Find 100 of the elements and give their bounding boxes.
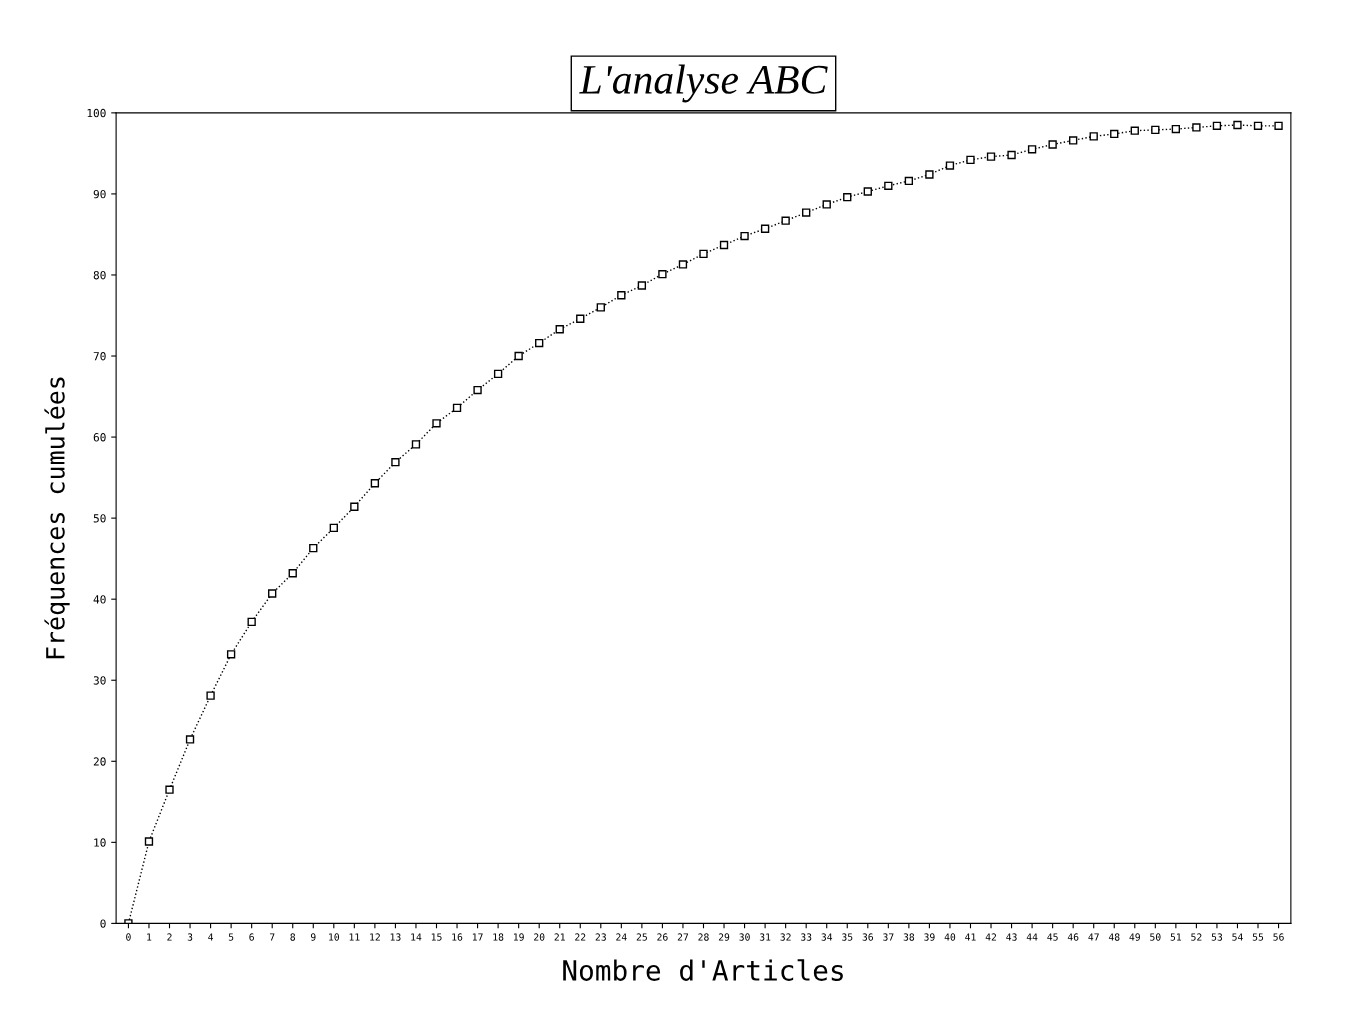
- y-tick-label: 90: [93, 189, 106, 199]
- x-tick-label: 5: [228, 933, 234, 941]
- point: [596, 303, 605, 312]
- y-tick-label: 60: [93, 433, 106, 442]
- point: [247, 617, 256, 627]
- x-tick-label: 34: [821, 933, 833, 941]
- point: [206, 691, 215, 700]
- y-tick-label: 0: [100, 919, 106, 928]
- point: [391, 458, 400, 467]
- point: [822, 200, 831, 209]
- x-tick-label: 48: [1108, 933, 1120, 941]
- x-tick-label: 14: [411, 933, 422, 941]
- x-axis-title: Nombre d'Articles: [563, 959, 843, 981]
- x-tick-label: 11: [349, 933, 360, 941]
- x-tick-label: 32: [780, 933, 791, 941]
- point: [925, 170, 934, 179]
- x-tick-label: 35: [842, 933, 853, 941]
- point: [493, 369, 503, 379]
- x-tick-label: 13: [390, 933, 401, 941]
- x-tick-label: 24: [616, 933, 627, 941]
- x-tick-label: 31: [759, 933, 771, 941]
- x-tick-label: 19: [513, 933, 524, 941]
- x-tick-label: 44: [1026, 933, 1038, 941]
- x-tick-label: 40: [944, 933, 956, 941]
- x-tick-label: 36: [862, 933, 874, 941]
- x-tick-label: 43: [1006, 933, 1017, 941]
- x-tick-label: 8: [290, 933, 296, 941]
- point: [555, 325, 564, 334]
- x-tick-label: 52: [1191, 933, 1202, 941]
- point: [1151, 125, 1160, 135]
- y-tick-label: 70: [93, 352, 106, 361]
- x-tick-label: 20: [534, 933, 545, 941]
- point: [514, 351, 523, 361]
- point: [884, 181, 893, 190]
- x-tick-label: 18: [493, 933, 504, 941]
- x-tick-label: 37: [883, 933, 894, 941]
- x-tick-label: 45: [1047, 933, 1058, 941]
- x-tick-label: 51: [1170, 933, 1182, 941]
- x-tick-label: 17: [472, 933, 483, 941]
- x-tick-label: 55: [1252, 933, 1264, 941]
- point: [185, 735, 195, 744]
- x-tick-label: 10: [329, 933, 340, 941]
- x-tick-label: 4: [208, 933, 214, 941]
- x-tick-label: 2: [167, 933, 172, 941]
- point: [1130, 126, 1139, 135]
- x-tick-label: 29: [718, 933, 730, 941]
- y-tick-label: 100: [87, 108, 106, 118]
- point: [658, 269, 667, 279]
- point: [802, 208, 811, 217]
- x-tick-label: 56: [1273, 933, 1284, 941]
- point: [1253, 121, 1263, 130]
- x-tick-label: 53: [1211, 933, 1223, 941]
- x-tick-label: 28: [698, 933, 709, 941]
- point: [535, 338, 544, 348]
- point: [432, 419, 441, 428]
- x-tick-label: 25: [636, 933, 647, 941]
- x-tick-label: 47: [1088, 933, 1099, 941]
- point: [740, 231, 749, 241]
- point: [1233, 120, 1242, 130]
- point: [719, 240, 729, 250]
- x-tick-label: 46: [1067, 933, 1079, 941]
- point: [945, 161, 955, 170]
- point: [411, 440, 421, 449]
- y-axis-title: Fréquences cumulées: [44, 377, 70, 659]
- point: [1007, 150, 1016, 160]
- x-tick-label: 27: [677, 933, 689, 941]
- point: [986, 152, 996, 161]
- point: [966, 155, 975, 165]
- point: [637, 281, 647, 290]
- y-tick-label: 30: [93, 676, 106, 685]
- x-tick-label: 16: [452, 933, 463, 941]
- point: [288, 569, 297, 578]
- x-tick-label: 26: [657, 933, 668, 941]
- point: [781, 216, 790, 225]
- x-tick-label: 38: [903, 933, 915, 941]
- point: [452, 403, 462, 413]
- y-tick-label: 10: [94, 838, 106, 847]
- x-tick-label: 41: [965, 933, 976, 941]
- point: [1027, 145, 1037, 154]
- x-tick-label: 42: [985, 933, 997, 941]
- point: [1192, 123, 1201, 132]
- point: [309, 543, 318, 553]
- point: [1089, 132, 1098, 141]
- point: [576, 314, 585, 323]
- x-tick-label: 50: [1150, 933, 1161, 941]
- point: [370, 479, 380, 488]
- y-tick-label: 20: [93, 757, 106, 766]
- x-tick-label: 30: [739, 933, 750, 941]
- x-tick-label: 22: [575, 933, 586, 941]
- x-tick-label: 3: [187, 933, 193, 941]
- point: [760, 224, 770, 233]
- x-tick-label: 6: [249, 933, 254, 941]
- y-tick-label: 80: [93, 270, 106, 280]
- x-tick-label: 23: [595, 933, 606, 941]
- x-tick-label: 33: [800, 933, 812, 941]
- point: [1274, 121, 1283, 130]
- x-tick-label: 49: [1129, 933, 1140, 941]
- x-tick-label: 54: [1232, 933, 1243, 941]
- point: [1212, 121, 1222, 130]
- y-tick-label: 40: [93, 595, 106, 604]
